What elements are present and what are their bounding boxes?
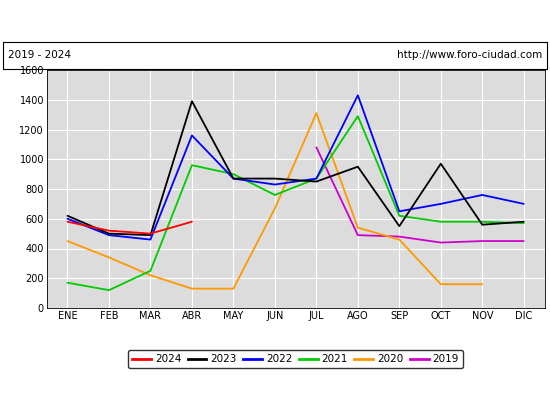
Text: 2019 - 2024: 2019 - 2024 (8, 50, 72, 60)
Text: http://www.foro-ciudad.com: http://www.foro-ciudad.com (397, 50, 542, 60)
Text: Evolucion Nº Turistas Nacionales en el municipio de Bot: Evolucion Nº Turistas Nacionales en el m… (82, 13, 468, 27)
Bar (3, 42, 547, 68)
Legend: 2024, 2023, 2022, 2021, 2020, 2019: 2024, 2023, 2022, 2021, 2020, 2019 (128, 350, 463, 368)
